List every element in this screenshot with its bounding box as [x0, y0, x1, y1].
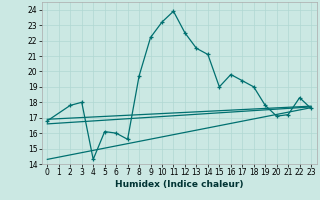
X-axis label: Humidex (Indice chaleur): Humidex (Indice chaleur) [115, 180, 244, 189]
